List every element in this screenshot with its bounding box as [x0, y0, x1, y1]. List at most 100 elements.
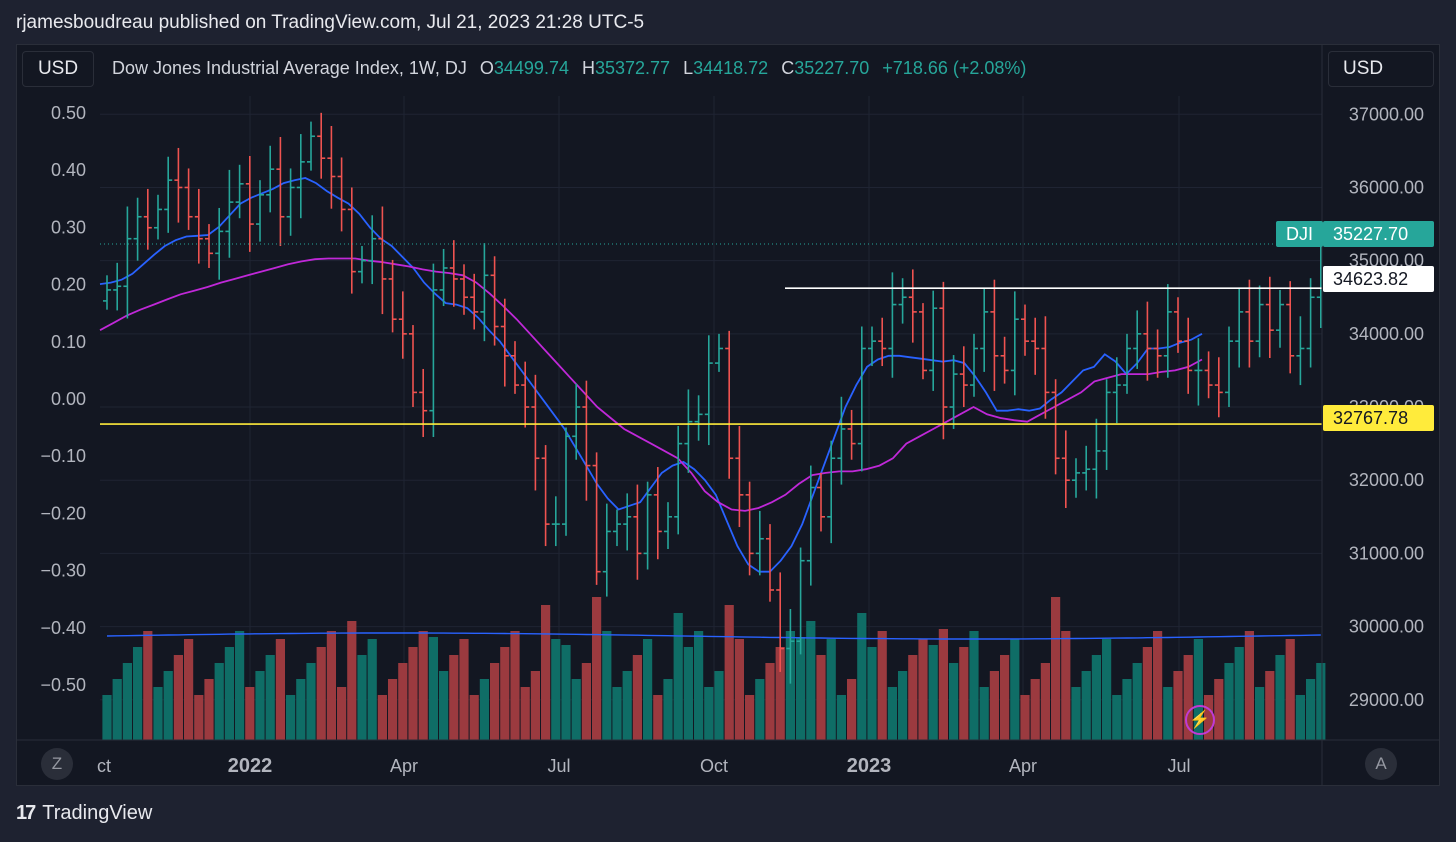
time-tick-label: 2023: [847, 755, 892, 777]
volume-bar: [1275, 655, 1285, 740]
axes: 29000.0030000.0031000.0032000.0033000.00…: [16, 44, 1440, 786]
sma-fast-line: [99, 177, 1203, 573]
volume-bar: [286, 695, 296, 740]
volume-bar: [1316, 663, 1326, 740]
volume-bar: [1051, 597, 1061, 740]
volume-bar: [745, 695, 755, 740]
ohlc-legend: Dow Jones Industrial Average Index, 1W, …: [112, 58, 1026, 79]
volume-bar: [989, 671, 999, 740]
volume-bar: [561, 645, 571, 740]
volume-bar: [592, 597, 602, 740]
volume-bar: [928, 645, 938, 740]
volume-bar: [979, 687, 989, 740]
volume-bar: [439, 671, 449, 740]
volume-bar: [1285, 639, 1295, 740]
volume-bar: [235, 631, 245, 740]
price-tick-label: 29000.00: [1349, 690, 1424, 710]
volume-bar: [632, 655, 642, 740]
time-tick-label: Jul: [1167, 756, 1190, 776]
brand-name: TradingView: [42, 802, 153, 824]
low-label: L: [683, 58, 694, 78]
price-tick-label: 31000.00: [1349, 543, 1424, 563]
auto-scale-button[interactable]: A: [1365, 748, 1397, 780]
left-tick-label: −0.20: [40, 503, 86, 523]
volume-bar: [510, 631, 520, 740]
volume-bar: [887, 687, 897, 740]
volume-bar: [1142, 647, 1152, 740]
volume-bar: [612, 687, 622, 740]
volume-bar: [867, 647, 877, 740]
left-tick-label: −0.10: [40, 446, 86, 466]
volume-bar: [847, 679, 857, 740]
volume-bar: [1030, 679, 1040, 740]
brand: 17 TradingView: [16, 802, 152, 825]
volume-bar: [520, 687, 530, 740]
volume-bar: [469, 695, 479, 740]
volume-bar: [153, 687, 163, 740]
left-tick-label: 0.40: [51, 160, 86, 180]
volume-bar: [806, 621, 816, 740]
volume-bar: [683, 647, 693, 740]
zoom-reset-button[interactable]: Z: [41, 748, 73, 780]
left-tick-label: 0.50: [51, 103, 86, 123]
price-tick-label: 36000.00: [1349, 177, 1424, 197]
price-tick-label: 34000.00: [1349, 324, 1424, 344]
currency-button-right[interactable]: USD: [1328, 51, 1434, 87]
currency-button-left[interactable]: USD: [22, 51, 94, 87]
time-tick-label: 2022: [228, 755, 273, 777]
volume-bar: [959, 647, 969, 740]
left-tick-label: −0.50: [40, 675, 86, 695]
volume-ma-line: [106, 632, 1321, 640]
volume-bar: [1163, 687, 1173, 740]
bolt-icon[interactable]: ⚡: [1185, 705, 1215, 735]
volume-bar: [357, 655, 367, 740]
volume-bar: [908, 655, 918, 740]
volume-bar: [1020, 695, 1030, 740]
volume-bar: [1193, 639, 1203, 740]
volume-bar: [1112, 695, 1122, 740]
volume-bar: [112, 679, 122, 740]
left-tick-label: 0.20: [51, 275, 86, 295]
change-value: +718.66 (+2.08%): [882, 58, 1027, 78]
volume-bar: [398, 663, 408, 740]
volume-bar: [1081, 671, 1091, 740]
volume-bar: [102, 695, 112, 740]
volume-bar: [316, 647, 326, 740]
volume-bar: [826, 639, 836, 740]
volume-bar: [796, 637, 806, 740]
volume-bar: [734, 639, 744, 740]
volume-bar: [367, 639, 377, 740]
left-tick-label: 0.10: [51, 332, 86, 352]
volume-bars: [102, 597, 1326, 740]
volume-bar: [877, 631, 887, 740]
volume-bar: [490, 663, 500, 740]
volume-bar: [765, 663, 775, 740]
volume-bar: [755, 679, 765, 740]
volume-bar: [428, 637, 438, 740]
volume-bar: [1010, 639, 1020, 740]
support-price-tag: 32767.78: [1323, 405, 1434, 431]
volume-bar: [673, 613, 683, 740]
volume-bar: [602, 631, 612, 740]
volume-bar: [857, 613, 867, 740]
volume-bar: [326, 631, 336, 740]
volume-bar: [551, 639, 561, 740]
open-value: 34499.74: [493, 58, 569, 78]
volume-bar: [694, 631, 704, 740]
volume-bar: [704, 687, 714, 740]
volume-bar: [1071, 687, 1081, 740]
volume-bar: [969, 631, 979, 740]
volume-bar: [224, 647, 234, 740]
volume-bar: [530, 671, 540, 740]
price-bars: [103, 112, 1325, 684]
price-tick-label: 32000.00: [1349, 470, 1424, 490]
volume-bar: [1306, 679, 1316, 740]
grid: [100, 96, 1322, 740]
volume-bar: [1183, 655, 1193, 740]
volume-bar: [663, 679, 673, 740]
volume-bar: [1132, 663, 1142, 740]
left-tick-label: −0.30: [40, 561, 86, 581]
left-tick-label: 0.00: [51, 389, 86, 409]
volume-bar: [265, 655, 275, 740]
